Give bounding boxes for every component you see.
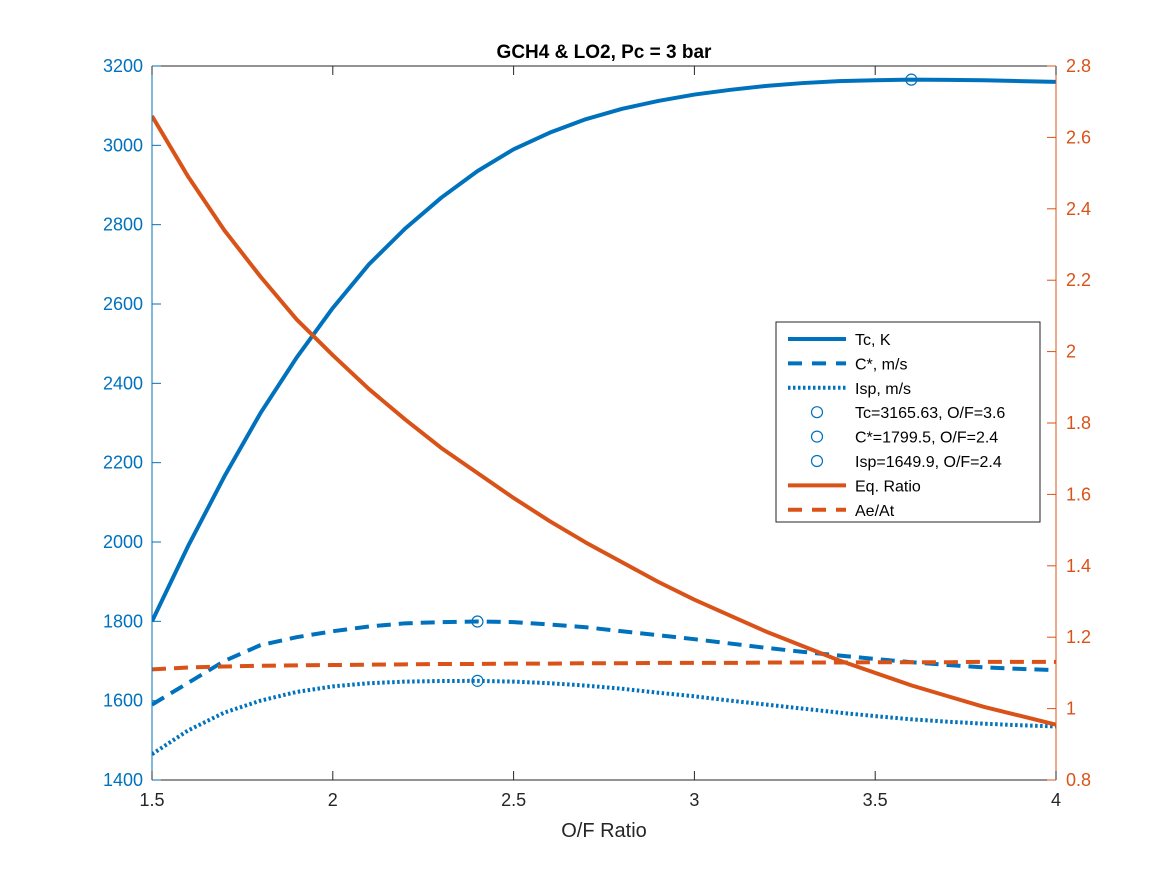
y-right-tick-label: 2.8 — [1066, 56, 1091, 76]
axes: 1.5 2 2.5 3 3.5 4 1400 1600 1800 2000 2200 2400 2600… — [103, 56, 1091, 810]
x-axis-label: O/F Ratio — [561, 820, 647, 842]
y-right-tick-label: 1 — [1066, 699, 1076, 719]
legend-label-2: C*, m/s — [855, 356, 907, 373]
x-tick-label: 3.5 — [863, 790, 888, 810]
legend-label-7: Eq. Ratio — [855, 478, 921, 495]
y-left-tick-label: 2600 — [103, 294, 143, 314]
y-left-tick-label: 2000 — [103, 532, 143, 552]
marker-point-3 — [471, 674, 484, 687]
y-right-tick-label: 2.6 — [1066, 127, 1091, 147]
y-right-tick-label: 1.8 — [1066, 413, 1091, 433]
y-right-tick-label: 1.6 — [1066, 484, 1091, 504]
y-left-tick-label: 2400 — [103, 373, 143, 393]
legend-marker-6 — [810, 454, 824, 468]
legend-label-5: C*=1799.5, O/F=2.4 — [855, 430, 998, 447]
y-right-tick-label: 1.4 — [1066, 556, 1091, 576]
y-left-tick-label: 1800 — [103, 611, 143, 631]
y-right-tick-label: 0.8 — [1066, 770, 1091, 790]
x-tick-label: 1.5 — [139, 790, 164, 810]
y-right-tick-label: 1.2 — [1066, 627, 1091, 647]
legend-marker-4 — [810, 406, 824, 419]
marker-point-2 — [471, 615, 484, 628]
y-right-tick-label: 2 — [1066, 342, 1076, 362]
series-line-isp-m-s — [152, 678, 1056, 756]
y-left-tick-label: 2200 — [103, 453, 143, 473]
legend-box — [775, 321, 1041, 523]
x-tick-label: 2 — [328, 790, 338, 810]
chart-title: GCH4 & LO2, Pc = 3 bar — [497, 42, 712, 63]
x-tick-label: 4 — [1051, 790, 1061, 810]
y-left-tick-label: 3000 — [103, 135, 143, 155]
legend-label-3: Isp, m/s — [855, 381, 911, 398]
legend-label-6: Isp=1649.9, O/F=2.4 — [855, 454, 1002, 471]
y-right-tick-label: 2.4 — [1066, 199, 1091, 219]
y-left-tick-label: 1600 — [103, 691, 143, 711]
marker-point-1 — [905, 73, 918, 86]
series-line-ae-at — [152, 659, 1056, 672]
y-right-tick-label: 2.2 — [1066, 270, 1091, 290]
legend: Tc, K C*, m/s Isp, m/s Tc=3165.63, O/F=3.6 C… — [775, 321, 1041, 523]
legend-label-1: Tc, K — [855, 332, 891, 349]
y-left-tick-label: 3200 — [103, 56, 143, 76]
y-left-tick-label: 1400 — [103, 770, 143, 790]
legend-label-8: Ae/At — [855, 503, 895, 520]
legend-marker-5 — [810, 430, 824, 443]
legend-label-4: Tc=3165.63, O/F=3.6 — [855, 405, 1005, 422]
y-left-tick-label: 2800 — [103, 215, 143, 235]
x-tick-label: 3 — [689, 790, 699, 810]
series-line-eq-ratio — [152, 114, 1056, 727]
x-tick-label: 2.5 — [501, 790, 526, 810]
plot-area — [152, 73, 1056, 756]
